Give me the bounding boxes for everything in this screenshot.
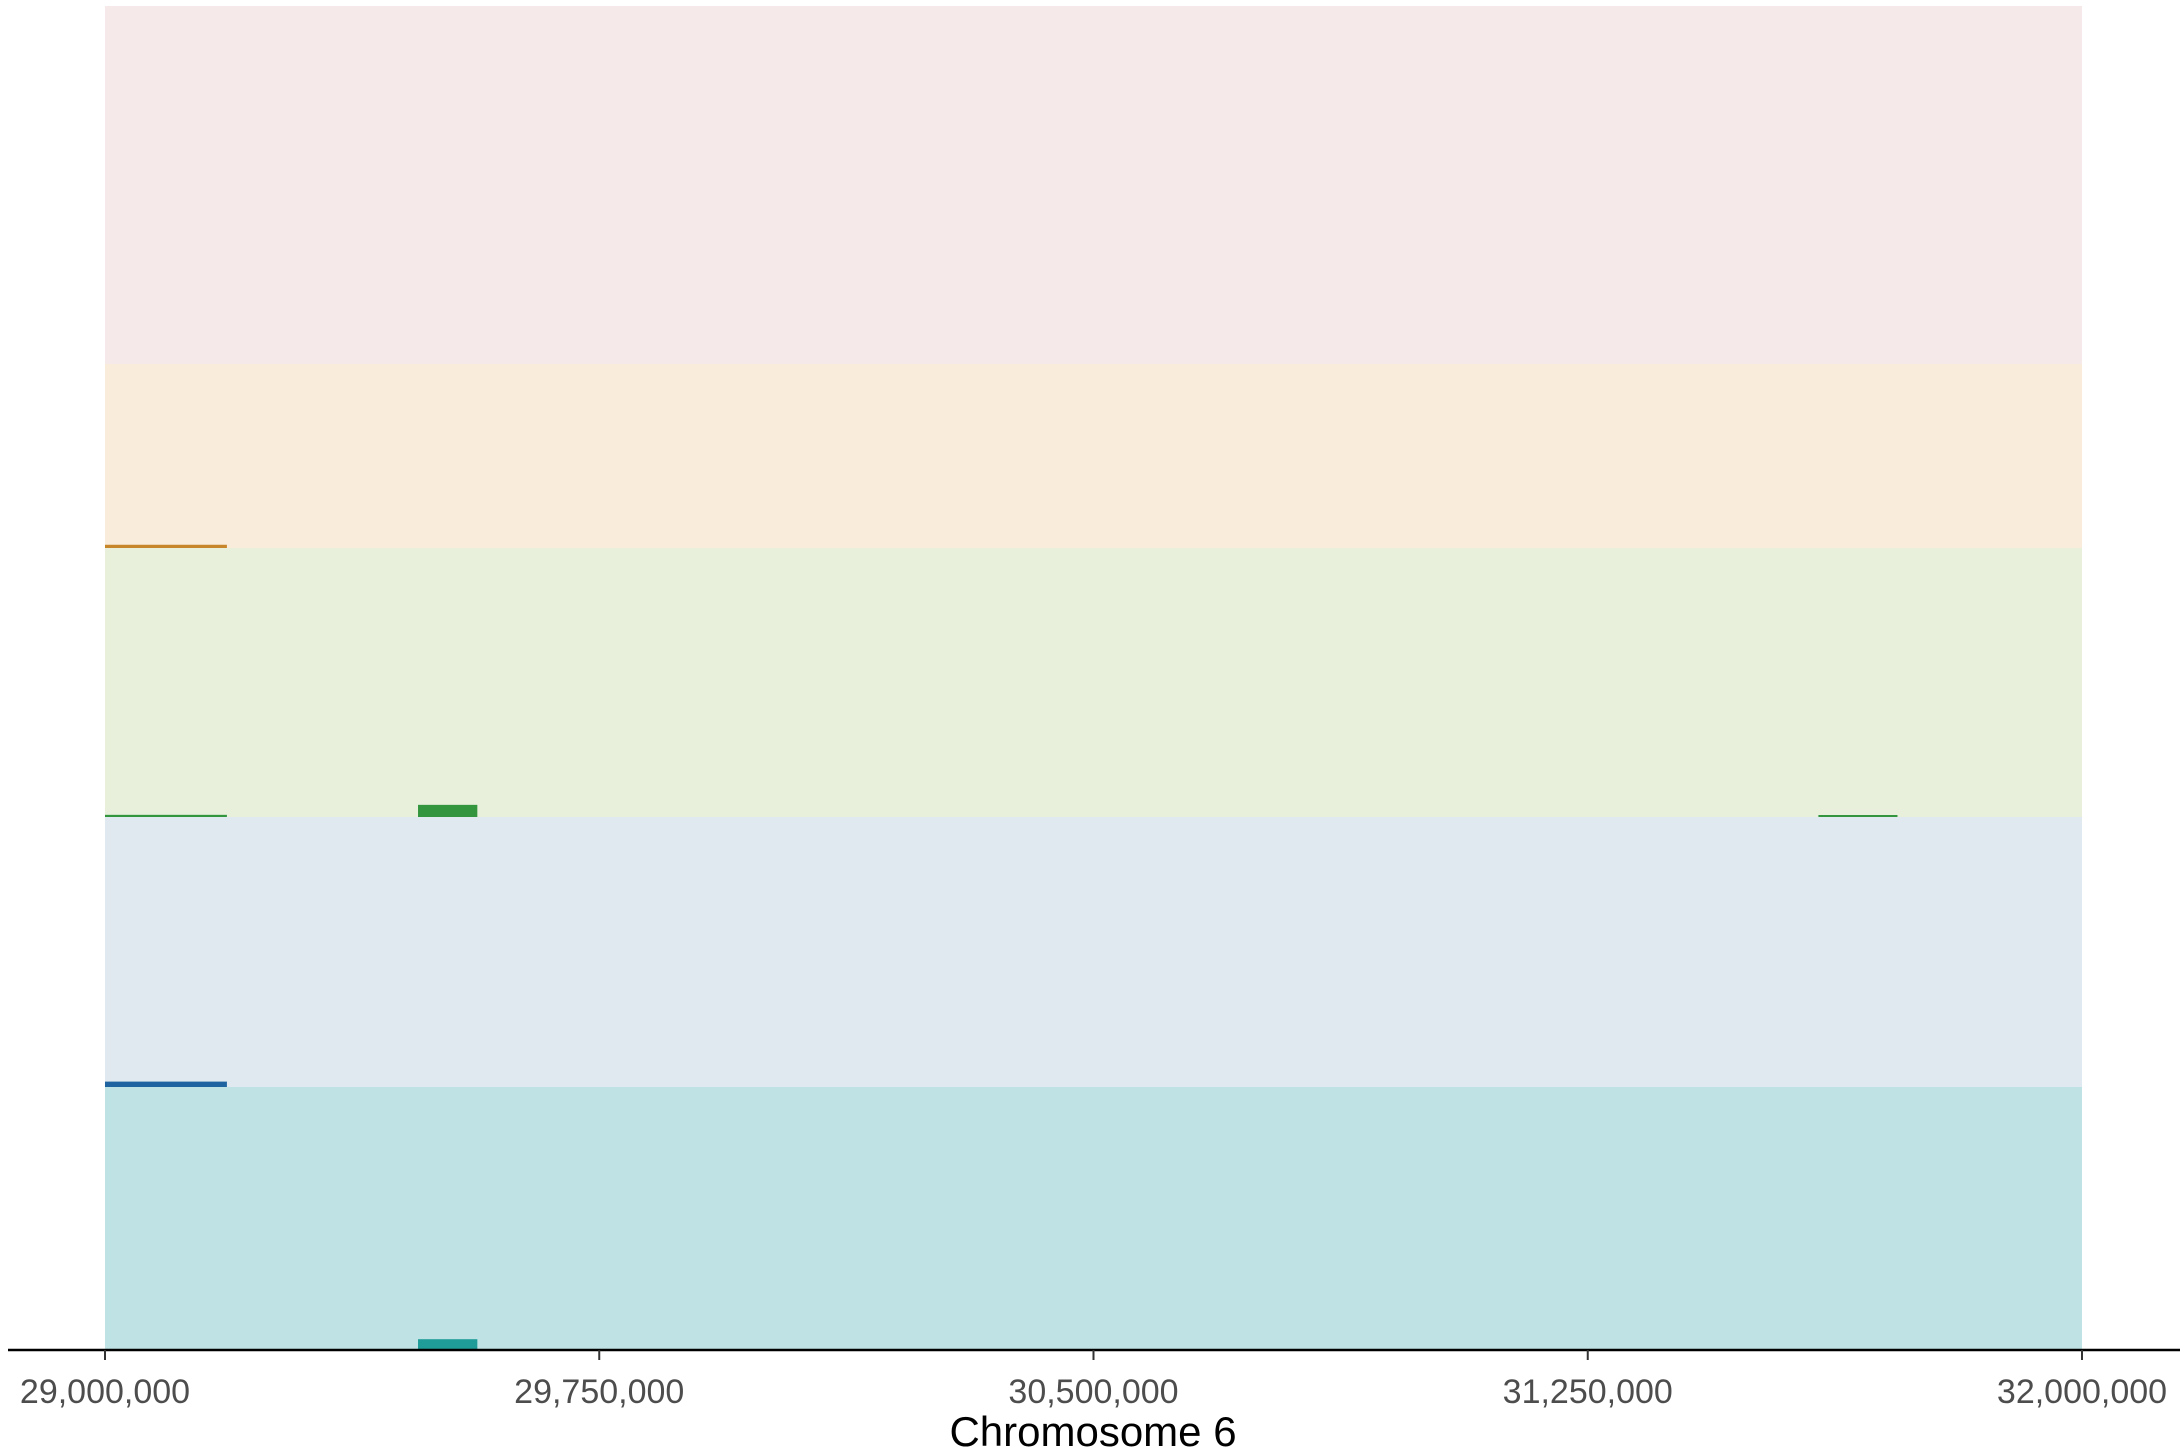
x-axis-title: Chromosome 6 <box>949 1408 1236 1452</box>
track-3-segment-bar-1 <box>105 814 227 817</box>
track-4-segment-bar-1 <box>105 1081 227 1087</box>
track-2-segment-bar-1 <box>105 544 227 548</box>
track-band-2 <box>105 364 2082 548</box>
x-axis-ticks: 29,000,000 29,750,000 30,500,000 31,250,000… <box>20 1350 2167 1411</box>
x-tick-label-4: 31,250,000 <box>1503 1373 1673 1411</box>
band-layer <box>105 6 2082 1350</box>
x-tick-label-2: 29,750,000 <box>514 1373 684 1411</box>
x-tick-label-5: 32,000,000 <box>1997 1373 2167 1411</box>
track-3-segment-bar-2 <box>418 804 478 817</box>
track-band-1 <box>105 6 2082 364</box>
bar-layer <box>105 544 1898 1350</box>
track-3-segment-bar-3 <box>1818 815 1898 817</box>
track-band-3 <box>105 548 2082 817</box>
track-5-segment-bar-1 <box>418 1339 478 1350</box>
track-band-5 <box>105 1087 2082 1350</box>
track-band-4 <box>105 817 2082 1087</box>
x-tick-label-3: 30,500,000 <box>1008 1373 1178 1411</box>
x-tick-label-1: 29,000,000 <box>20 1373 190 1411</box>
